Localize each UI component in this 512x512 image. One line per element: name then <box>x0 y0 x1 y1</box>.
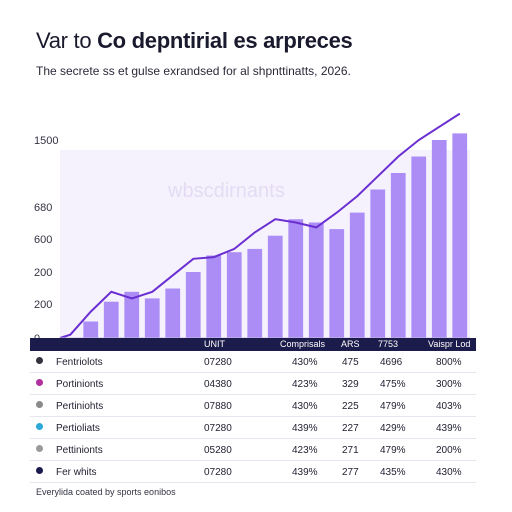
bar <box>452 133 468 338</box>
table-cell: 07280 <box>204 423 232 434</box>
table-cell: 423% <box>292 445 318 456</box>
table-cell: 475% <box>380 379 406 390</box>
col-header-2: Comprisals <box>280 339 326 349</box>
table-row: Fer whits 07280 439% 277 435% 430% <box>30 461 476 483</box>
table-cell: 07880 <box>204 401 232 412</box>
col-header-unit: UNIT <box>204 339 225 349</box>
title-main: Co depntirial es arpreces <box>97 28 353 53</box>
row-label: Pettinionts <box>56 445 103 456</box>
table-cell: 200% <box>436 445 462 456</box>
y-tick-label: 680 <box>34 202 52 214</box>
bar <box>370 189 386 338</box>
title-lead: Var to <box>36 28 98 53</box>
table-row: Portinionts 04380 423% 329 475% 300% <box>30 373 476 395</box>
table-cell: 225 <box>342 401 359 412</box>
row-label: Pertioliats <box>56 423 100 434</box>
y-tick-label: 1500 <box>34 135 58 147</box>
table-cell: 429% <box>380 423 406 434</box>
bar <box>431 140 447 338</box>
table-cell: 403% <box>436 401 462 412</box>
legend-dot-icon <box>36 467 43 474</box>
table-cell: 277 <box>342 467 359 478</box>
plot-background <box>60 150 470 338</box>
table-cell: 439% <box>292 467 318 478</box>
bar <box>165 288 181 338</box>
legend-dot-icon <box>36 379 43 386</box>
bar <box>288 219 304 338</box>
table-cell: 227 <box>342 423 359 434</box>
col-header-4: 7753 <box>378 339 399 349</box>
col-header-3: ARS <box>341 339 360 349</box>
table-cell: 479% <box>380 401 406 412</box>
series-line <box>59 112 461 339</box>
table-body: Fentriolots 07280 430% 475 4696 800% Portinion… <box>30 351 476 483</box>
bar <box>329 229 345 338</box>
legend-dot-icon <box>36 445 43 452</box>
table-cell: 271 <box>342 445 359 456</box>
bar <box>83 321 99 338</box>
table-row: Pertiniohts 07880 430% 225 479% 403% <box>30 395 476 417</box>
table-cell: 04380 <box>204 379 232 390</box>
table-cell: 479% <box>380 445 406 456</box>
table-cell: 435% <box>380 467 406 478</box>
table-cell: 423% <box>292 379 318 390</box>
table-cell: 07280 <box>204 467 232 478</box>
table-cell: 800% <box>436 357 462 368</box>
bar <box>226 252 242 338</box>
table-cell: 430% <box>292 357 318 368</box>
bar <box>103 301 119 338</box>
bar <box>124 291 140 338</box>
table-header: UNIT Comprisals ARS 7753 Vaispr Lod <box>30 338 476 351</box>
table-cell: 439% <box>292 423 318 434</box>
y-tick-label: 200 <box>34 267 52 279</box>
table-cell: 07280 <box>204 357 232 368</box>
footnote: Everylida coated by sports eonibos <box>36 487 176 497</box>
table-cell: 475 <box>342 357 359 368</box>
table-row: Pertioliats 07280 439% 227 429% 439% <box>30 417 476 439</box>
row-label: Fer whits <box>56 467 97 478</box>
table-cell: 430% <box>436 467 462 478</box>
table-cell: 05280 <box>204 445 232 456</box>
table-row: Pettinionts 05280 423% 271 479% 200% <box>30 439 476 461</box>
legend-dot-icon <box>36 357 43 364</box>
chart-title: Var to Co depntirial es arpreces <box>36 28 353 54</box>
y-tick-label: 600 <box>34 234 52 246</box>
table-cell: 430% <box>292 401 318 412</box>
bar <box>185 272 201 338</box>
bar <box>349 212 365 338</box>
legend-dot-icon <box>36 423 43 430</box>
table-cell: 300% <box>436 379 462 390</box>
chart-subtitle: The secrete ss et gulse exrandsed for al… <box>36 64 351 78</box>
y-tick-label: 200 <box>34 299 52 311</box>
bar <box>144 298 160 338</box>
bar <box>308 222 324 338</box>
row-label: Portinionts <box>56 379 104 390</box>
row-label: Pertiniohts <box>56 401 104 412</box>
bar <box>411 156 427 338</box>
table-cell: 4696 <box>380 357 403 368</box>
data-table: UNIT Comprisals ARS 7753 Vaispr Lod Fent… <box>30 338 476 483</box>
col-header-5: Vaispr Lod <box>428 339 471 349</box>
table-cell: 329 <box>342 379 359 390</box>
bar <box>267 235 283 338</box>
row-label: Fentriolots <box>56 357 103 368</box>
bar <box>206 255 222 338</box>
table-cell: 439% <box>436 423 462 434</box>
legend-dot-icon <box>36 401 43 408</box>
bar <box>390 173 406 338</box>
bar <box>247 248 263 338</box>
table-row: Fentriolots 07280 430% 475 4696 800% <box>30 351 476 373</box>
watermark-text: wbscdirnants <box>167 180 285 202</box>
